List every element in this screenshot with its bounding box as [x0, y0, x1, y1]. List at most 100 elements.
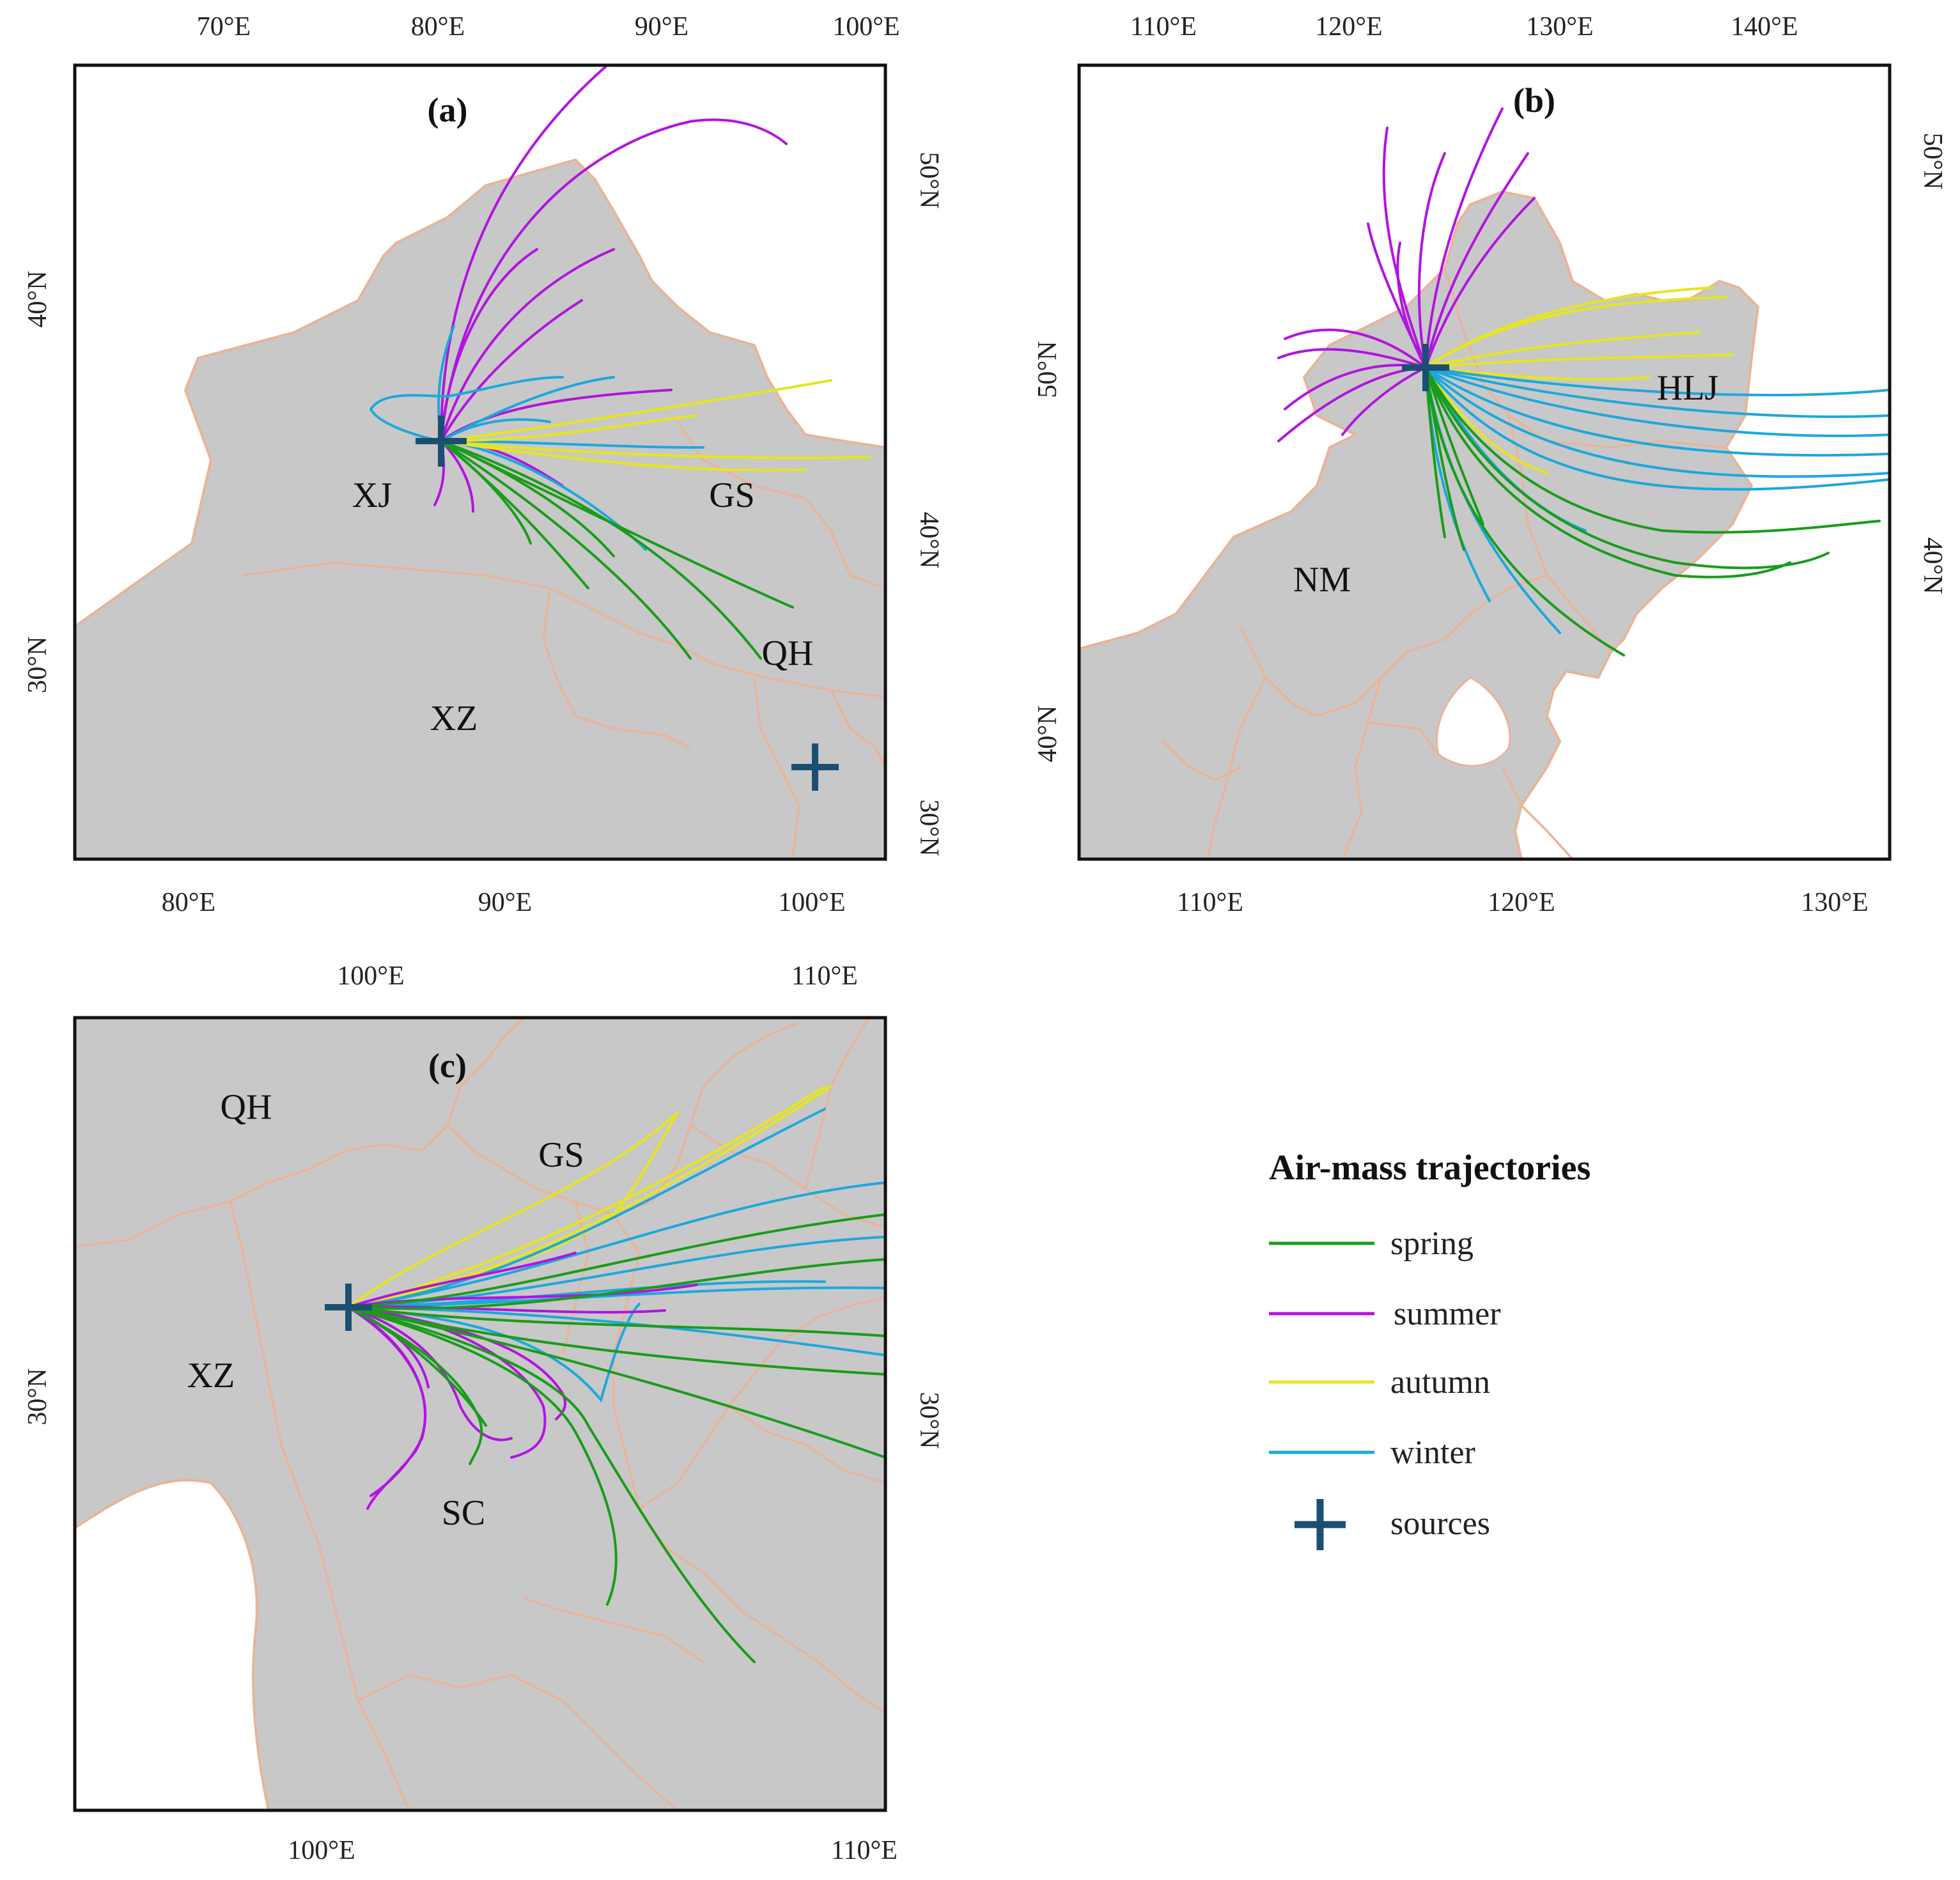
legend-label-autumn: autumn — [1390, 1364, 1490, 1401]
trajectory-spring — [347, 1213, 885, 1309]
panel-b-left-tick: 50°N — [1033, 341, 1062, 398]
trajectory-autumn — [347, 1114, 676, 1309]
region-label-xz: XZ — [187, 1356, 235, 1395]
panel-a-top-tick: 80°E — [411, 12, 465, 42]
trajectory-summer — [1424, 197, 1536, 369]
panel-b-label: (b) — [1513, 81, 1555, 120]
trajectory-summer — [347, 1305, 666, 1314]
panel-b-province-boundary — [1207, 677, 1267, 859]
panel-c-province-boundary — [229, 1201, 410, 1810]
panel-a: (a) XJ GS QH XZ 70°E 80°E 90°E 100°E 80°… — [23, 12, 944, 917]
trajectory-spring — [440, 440, 762, 660]
trajectory-spring — [347, 1306, 487, 1427]
panel-a-right-tick: 50°N — [914, 151, 944, 208]
trajectory-spring — [1424, 366, 1465, 551]
panel-a-top-tick: 90°E — [635, 12, 688, 42]
panel-b-province-boundary — [1501, 766, 1574, 859]
panel-a-province-boundary — [753, 677, 800, 859]
panel-b-province-boundary — [1341, 677, 1382, 859]
trajectory-spring — [1424, 366, 1446, 538]
panel-b-bohai-sea — [1435, 676, 1511, 767]
trajectory-summer — [1382, 127, 1427, 369]
panel-a-province-boundary — [242, 561, 885, 698]
panel-b-top-tick: 120°E — [1315, 12, 1382, 42]
panel-b-bottom-tick: 110°E — [1177, 888, 1243, 917]
panel-c-right-tick: 30°N — [914, 1392, 944, 1449]
trajectory-summer — [1396, 242, 1427, 369]
trajectory-autumn — [1424, 353, 1734, 369]
legend-item-winter: winter — [1269, 1434, 1475, 1471]
panel-a-right-tick: 40°N — [914, 511, 944, 568]
panel-a-left-tick: 30°N — [23, 636, 52, 693]
panel-a-top-tick: 100°E — [832, 12, 899, 42]
trajectory-autumn — [1424, 366, 1651, 382]
panel-a-label: (a) — [428, 91, 468, 129]
panel-a-map — [75, 65, 885, 859]
trajectory-spring — [1424, 366, 1881, 534]
panel-c-province-boundary — [639, 1296, 885, 1510]
trajectory-summer — [440, 248, 538, 442]
trajectory-spring — [1424, 366, 1484, 525]
panel-c-province-boundary — [446, 1022, 800, 1216]
trajectory-spring — [440, 440, 532, 545]
trajectory-spring — [347, 1306, 483, 1465]
panel-c-map — [75, 1018, 885, 1810]
legend-label-winter: winter — [1390, 1434, 1475, 1471]
panel-b-province-boundary — [1367, 721, 1440, 756]
trajectory-summer — [347, 1306, 427, 1510]
trajectory-summer — [440, 65, 609, 442]
legend-item-summer: summer — [1269, 1296, 1501, 1332]
panel-b-province-boundary — [1507, 415, 1612, 653]
legend-cross-icon — [1295, 1499, 1346, 1550]
panel-a-right-tick: 30°N — [914, 799, 944, 856]
trajectory-autumn — [1424, 331, 1702, 369]
panel-c-trajectories — [347, 1085, 885, 1663]
panel-b-trajectories — [1277, 107, 1890, 656]
trajectory-summer — [440, 118, 788, 442]
legend-label-spring: spring — [1390, 1225, 1474, 1262]
trajectory-spring — [1424, 366, 1625, 656]
panel-b-top-tick: 110°E — [1130, 12, 1197, 42]
panel-b: (b) HLJ NM 110°E 120°E 130°E 140°E 110°E… — [1033, 12, 1947, 917]
panel-a-source-marker — [416, 416, 467, 467]
region-label-gs: GS — [538, 1135, 584, 1175]
panel-b-right-tick: 40°N — [1918, 537, 1947, 594]
panel-c-left-tick: 30°N — [23, 1368, 52, 1425]
panel-a-province-boundary — [830, 690, 885, 768]
panel-c: (c) QH GS XZ SC 100°E 110°E 100°E 110°E … — [23, 961, 944, 1865]
trajectory-spring — [440, 440, 615, 557]
region-label-sc: SC — [442, 1493, 486, 1533]
legend-item-sources: sources — [1295, 1499, 1490, 1550]
panel-a-trajectories — [369, 65, 871, 660]
trajectory-summer — [1424, 152, 1529, 369]
panel-c-province-boundary — [524, 1597, 704, 1663]
trajectory-winter — [369, 376, 564, 442]
legend-item-autumn: autumn — [1269, 1364, 1490, 1401]
trajectory-summer — [347, 1252, 577, 1309]
trajectory-autumn — [440, 414, 698, 442]
trajectory-autumn — [1424, 366, 1548, 474]
region-label-nm: NM — [1293, 560, 1351, 600]
trajectory-spring — [1424, 366, 1830, 570]
region-label-xz: XZ — [430, 699, 478, 738]
trajectory-summer — [1284, 329, 1427, 369]
trajectory-summer — [1424, 107, 1504, 369]
trajectory-autumn — [440, 440, 807, 472]
panel-b-left-tick: 40°N — [1033, 705, 1062, 762]
trajectory-winter — [347, 1306, 885, 1356]
panel-c-province-boundary — [728, 1405, 885, 1484]
panel-b-top-tick: 130°E — [1526, 12, 1593, 42]
panel-c-province-boundary — [75, 1018, 525, 1248]
panel-c-province-boundary — [357, 1674, 679, 1810]
panel-c-top-tick: 110°E — [791, 961, 858, 991]
trajectory-winter — [440, 418, 551, 442]
trajectory-spring — [347, 1306, 885, 1376]
trajectory-autumn — [1424, 296, 1727, 369]
trajectory-autumn — [347, 1085, 832, 1309]
region-label-qh: QH — [762, 633, 814, 673]
trajectory-winter — [1424, 366, 1890, 396]
trajectory-winter — [1424, 366, 1890, 437]
panel-b-province-boundary — [1239, 626, 1356, 717]
trajectory-winter — [1424, 366, 1890, 491]
trajectory-summer — [1418, 152, 1446, 369]
